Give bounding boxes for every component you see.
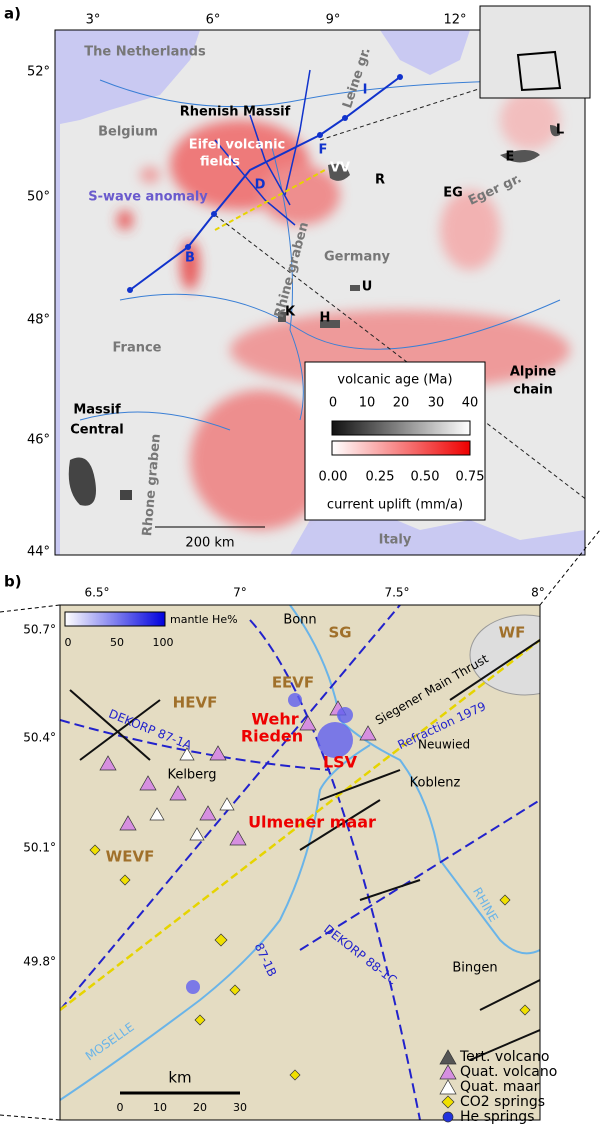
inset-map — [479, 5, 591, 99]
lon-tick-label: 7° — [233, 586, 247, 600]
map-b — [60, 605, 540, 1120]
legend-symbols — [439, 1049, 457, 1123]
legend-tick: 10 — [359, 396, 376, 411]
scale-label: km — [168, 1069, 191, 1087]
place-label: Massif — [73, 403, 121, 418]
place-label: K — [285, 305, 296, 320]
lon-tick-label: 9° — [326, 13, 341, 28]
place-label: WEVF — [106, 848, 155, 866]
place-label: F — [319, 143, 328, 158]
frame-b — [59, 604, 541, 1121]
legend-entry: Quat. volcano — [460, 1064, 557, 1080]
place-label: Germany — [324, 250, 390, 265]
legend-tick: 100 — [153, 636, 174, 649]
lon-tick-label: 6.5° — [84, 586, 109, 600]
legend-tick: 30 — [428, 396, 445, 411]
legend-entry: Tert. volcano — [459, 1049, 549, 1065]
frame-a — [54, 29, 586, 556]
place-label: SG — [328, 624, 351, 642]
place-label: I — [363, 83, 368, 98]
place-label: EG — [443, 186, 463, 201]
scale-tick: 20 — [193, 1101, 207, 1114]
lat-tick-label: 50° — [27, 190, 50, 205]
place-label: Rhenish Massif — [180, 105, 291, 120]
legend-entry: Quat. maar — [460, 1079, 540, 1095]
place-label: S-wave anomaly — [88, 190, 208, 205]
place-label: Bingen — [452, 961, 497, 976]
legend-tick: 0.25 — [366, 470, 395, 485]
legend-tick: 0 — [65, 636, 72, 649]
place-label: Central — [70, 423, 123, 438]
lat-tick-label: 46° — [27, 433, 50, 448]
scale-tick: 10 — [153, 1101, 167, 1114]
legend-title: volcanic age (Ma) — [337, 373, 452, 388]
legend-tick: 0.75 — [456, 470, 485, 485]
lat-tick-label: 50.1° — [23, 841, 56, 855]
place-label: E — [506, 150, 515, 165]
place-label: B — [185, 251, 195, 266]
scale-label: 200 km — [185, 536, 234, 551]
place-label: chain — [513, 383, 552, 398]
place-label: U — [362, 280, 373, 295]
place-label: HEVF — [173, 694, 218, 712]
place-label: EEVF — [272, 674, 314, 692]
map-a — [55, 30, 585, 555]
place-label: Alpine — [510, 365, 557, 380]
lon-tick-label: 6° — [206, 13, 221, 28]
place-label: Koblenz — [410, 776, 461, 791]
panel-label: b) — [4, 573, 22, 591]
legend-tick: 50 — [110, 636, 124, 649]
place-label: The Netherlands — [84, 45, 206, 60]
legend-tick: 20 — [393, 396, 410, 411]
legend-tick: 0.00 — [319, 470, 348, 485]
legend-title: mantle He% — [170, 613, 238, 626]
place-label: R — [375, 173, 385, 188]
lat-tick-label: 49.8° — [23, 955, 56, 969]
legend-tick: 0.50 — [411, 470, 440, 485]
place-label: Neuwied — [418, 738, 470, 752]
place-label: VV — [330, 161, 350, 176]
place-label: LSV — [323, 753, 358, 772]
lat-tick-label: 50.7° — [23, 623, 56, 637]
lat-tick-label: 48° — [27, 313, 50, 328]
scale-tick: 0 — [117, 1101, 124, 1114]
place-label: Eifel volcanic — [189, 138, 286, 153]
lat-tick-label: 52° — [27, 65, 50, 80]
panel-label: a) — [4, 5, 21, 23]
legend-entry: He springs — [460, 1109, 534, 1125]
legend-entry: CO2 springs — [460, 1094, 545, 1110]
scale-tick: 30 — [233, 1101, 247, 1114]
lon-tick-label: 7.5° — [384, 586, 409, 600]
place-label: D — [255, 178, 266, 193]
place-label: Kelberg — [167, 768, 216, 783]
place-label: Bonn — [283, 613, 316, 628]
legend-tick: 40 — [462, 396, 479, 411]
place-label: L — [556, 123, 564, 138]
lon-tick-label: 8° — [531, 586, 545, 600]
place-label: Wehr — [251, 710, 298, 729]
lat-tick-label: 44° — [27, 545, 50, 560]
place-label: WF — [499, 624, 526, 642]
place-label: H — [320, 311, 331, 326]
lat-tick-label: 50.4° — [23, 731, 56, 745]
place-label: Italy — [379, 533, 412, 548]
legend-tick: 0 — [329, 396, 337, 411]
place-label: fields — [200, 155, 240, 170]
place-label: Rieden — [241, 727, 303, 746]
place-label: Belgium — [98, 125, 158, 140]
lon-tick-label: 3° — [86, 13, 101, 28]
legend-title: current uplift (mm/a) — [327, 498, 463, 513]
place-label: Ulmener maar — [248, 813, 376, 832]
lon-tick-label: 12° — [443, 13, 466, 28]
place-label: France — [112, 341, 161, 356]
